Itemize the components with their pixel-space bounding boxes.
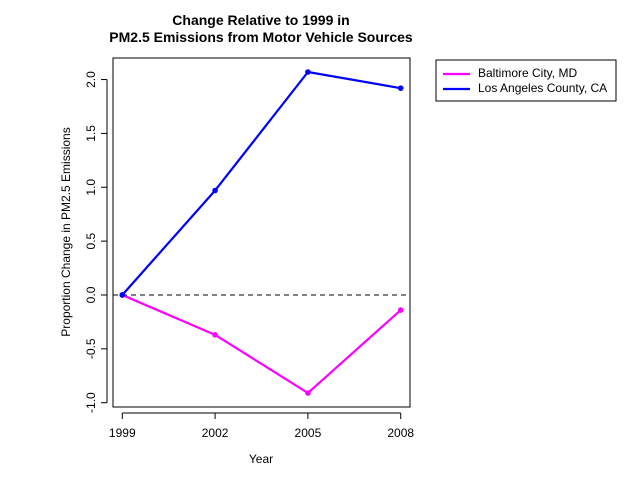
y-axis-label: Proportion Change in PM2.5 Emissions [59,127,73,336]
x-tick-label: 2002 [202,426,229,440]
plot-area-border [112,57,411,408]
data-point-baltimore-city-md [305,390,311,396]
series-los-angeles-county-ca [119,69,404,298]
y-tick-label: 2.0 [84,71,98,88]
x-axis-label: Year [249,452,273,466]
legend-label-los-angeles-county-ca: Los Angeles County, CA [478,81,607,95]
series-baltimore-city-md [119,292,404,396]
data-point-los-angeles-county-ca [305,69,311,75]
legend-box [435,59,617,102]
y-tick-label: 1.0 [84,179,98,196]
y-axis: -1.0 -0.5 0.0 0.5 1.0 1.5 2.0 [84,71,108,413]
y-tick-label: 0.5 [84,232,98,249]
chart-title-line-1: Change Relative to 1999 in [172,12,349,28]
y-tick-label: -1.0 [84,392,98,413]
chart-title: Change Relative to 1999 in PM2.5 Emissio… [109,12,413,45]
data-point-los-angeles-county-ca [212,187,218,194]
x-tick-label: 2008 [387,426,414,440]
data-point-los-angeles-county-ca [397,85,404,91]
series-line-baltimore-city-md [121,293,402,395]
x-tick-label: 2005 [295,426,322,440]
x-axis: 1999 2002 2005 2008 [109,412,414,440]
x-tick-label: 1999 [109,426,136,440]
chart-title-line-2: PM2.5 Emissions from Motor Vehicle Sourc… [109,29,413,45]
legend-label-baltimore-city-md: Baltimore City, MD [478,66,577,80]
y-tick-label: -0.5 [84,338,98,359]
data-point-baltimore-city-md [212,332,218,338]
y-tick-label: 0.0 [84,286,98,303]
data-point-los-angeles-county-ca [119,292,126,298]
data-point-baltimore-city-md [397,307,404,313]
series-group [119,69,404,396]
series-line-los-angeles-county-ca [121,70,401,296]
y-tick-label: 1.5 [84,125,98,142]
